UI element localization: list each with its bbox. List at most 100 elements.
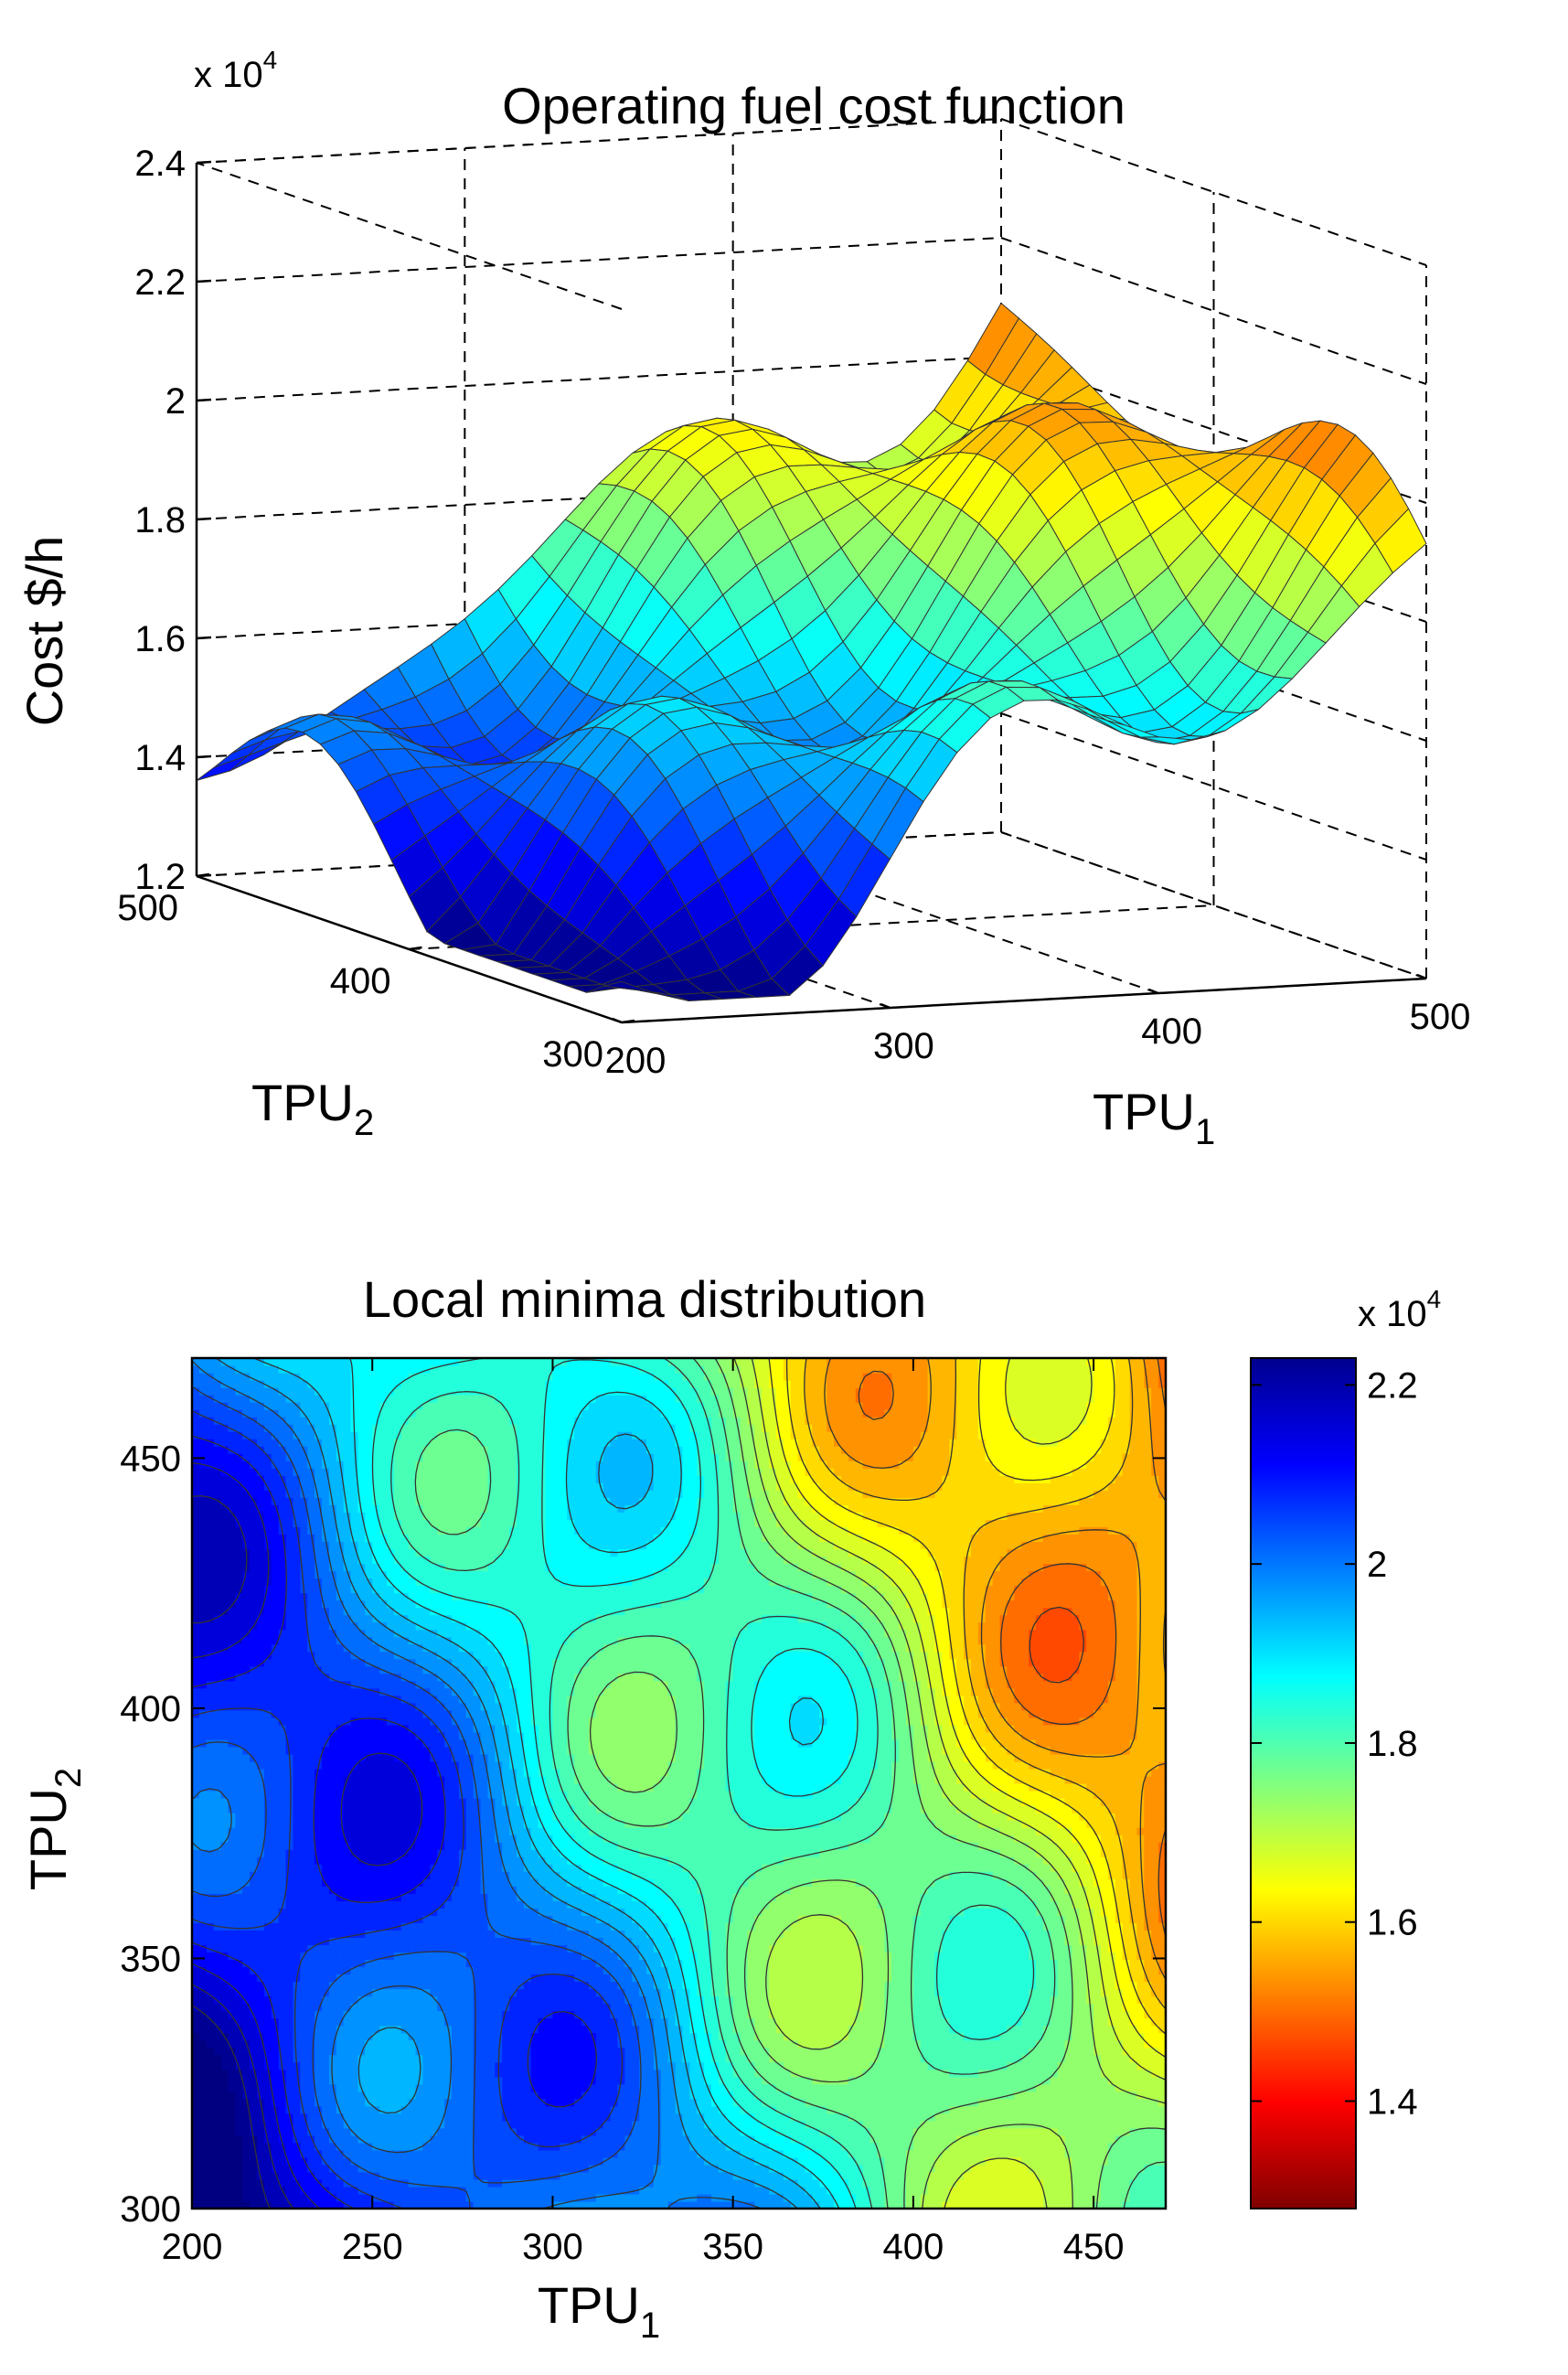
contour-cell xyxy=(242,1731,251,1740)
contour-cell xyxy=(278,1439,287,1447)
contour-cell xyxy=(343,1497,352,1505)
contour-cell xyxy=(293,1621,301,1631)
contour-cell xyxy=(357,2039,366,2049)
contour-cell xyxy=(365,1798,373,1806)
surface-y-axis-label: TPU2 xyxy=(251,1074,374,1143)
contour-cell xyxy=(198,2156,208,2166)
contour-cell xyxy=(357,1658,366,1667)
contour-cell xyxy=(307,1988,315,1997)
contour-cell xyxy=(393,1687,402,1696)
contour-cell xyxy=(372,1915,380,1923)
contour-cell xyxy=(322,2047,330,2056)
contour-cell xyxy=(350,2003,359,2012)
contour-cell xyxy=(242,1952,251,1961)
contour-cell xyxy=(452,1417,460,1425)
contour-cell xyxy=(257,1431,265,1439)
contour-cell xyxy=(437,1431,445,1439)
contour-cell xyxy=(192,1358,200,1366)
contour-cell xyxy=(271,1460,280,1469)
contour-cell xyxy=(408,1482,417,1491)
contour-cell xyxy=(357,1585,366,1594)
contour-cell xyxy=(250,1783,258,1792)
contour-cell xyxy=(285,1687,294,1696)
contour-cell xyxy=(343,2054,352,2063)
contour-cell xyxy=(285,1864,294,1872)
contour-cell xyxy=(250,1409,258,1418)
contour-cell xyxy=(300,2142,308,2151)
contour-cell xyxy=(444,1709,453,1718)
contour-cell xyxy=(430,1835,438,1843)
contour-cell xyxy=(242,1475,251,1483)
contour-cell xyxy=(278,1827,287,1835)
contour-cell xyxy=(328,1636,337,1645)
contour-cell xyxy=(278,1460,287,1469)
contour-cell xyxy=(437,1709,445,1718)
contour-cell xyxy=(437,1842,445,1850)
contour-cell xyxy=(213,1570,222,1579)
contour-cell xyxy=(452,1864,460,1872)
contour-cell xyxy=(408,1643,417,1653)
contour-cell xyxy=(393,2105,402,2114)
contour-cell xyxy=(213,1915,222,1923)
contour-cell xyxy=(213,2003,222,2012)
contour-cell xyxy=(365,2061,373,2070)
contour-cell xyxy=(408,1798,417,1806)
contour-cell xyxy=(458,1813,467,1821)
contour-cell xyxy=(206,1944,215,1952)
contour-cell xyxy=(198,1783,208,1792)
contour-cell xyxy=(228,2142,236,2151)
contour-cell xyxy=(415,1592,424,1601)
contour-cell xyxy=(393,1665,402,1674)
contour-cell xyxy=(343,1665,352,1674)
contour-cell xyxy=(437,1365,445,1374)
contour-cell xyxy=(278,1453,287,1461)
contour-cell xyxy=(415,2083,424,2092)
contour-cell xyxy=(307,1395,315,1403)
contour-cell xyxy=(242,1922,251,1931)
contour-cell xyxy=(198,1687,208,1696)
contour-cell xyxy=(379,1468,388,1476)
contour-cell xyxy=(278,1856,287,1865)
contour-cell xyxy=(192,2076,200,2085)
contour-cell xyxy=(387,2076,395,2085)
contour-cell xyxy=(400,1915,410,1923)
contour-cell xyxy=(198,1805,208,1813)
contour-cell xyxy=(257,2003,265,2012)
contour-cell xyxy=(293,2178,301,2188)
contour-cell xyxy=(242,1805,251,1813)
contour-cell xyxy=(408,2200,417,2209)
contour-cell xyxy=(422,1395,431,1403)
contour-cell xyxy=(458,1702,467,1711)
contour-cell xyxy=(430,1497,438,1505)
contour-cell xyxy=(250,1548,258,1557)
contour-cell xyxy=(387,1446,395,1454)
contour-cell xyxy=(379,2186,388,2195)
contour-cell xyxy=(458,1541,467,1550)
contour-cell xyxy=(213,2076,222,2085)
contour-cell xyxy=(379,1460,388,1469)
contour-cell xyxy=(285,1497,294,1505)
contour-cell xyxy=(322,2098,330,2107)
contour-cell xyxy=(343,2142,352,2151)
contour-cell xyxy=(365,1431,373,1439)
contour-cell xyxy=(228,1944,236,1952)
contour-cell xyxy=(336,1937,345,1945)
contour-cell xyxy=(192,1629,200,1638)
contour-cell xyxy=(307,2091,315,2100)
contour-cell xyxy=(300,1717,308,1726)
contour-cell xyxy=(300,1570,308,1579)
contour-cell xyxy=(444,1900,453,1909)
contour-cell xyxy=(285,1937,294,1945)
contour-cell xyxy=(372,1900,380,1909)
contour-cell xyxy=(408,1365,417,1374)
contour-cell xyxy=(343,2127,352,2136)
contour-cell xyxy=(271,1636,280,1645)
contour-title: Local minima distribution xyxy=(363,1270,926,1328)
contour-cell xyxy=(307,1746,315,1755)
contour-cell xyxy=(285,2098,294,2107)
contour-cell xyxy=(365,1746,373,1755)
contour-cell xyxy=(372,1629,380,1638)
contour-cell xyxy=(336,2083,345,2092)
contour-cell xyxy=(257,2186,265,2195)
contour-cell xyxy=(278,2120,287,2129)
